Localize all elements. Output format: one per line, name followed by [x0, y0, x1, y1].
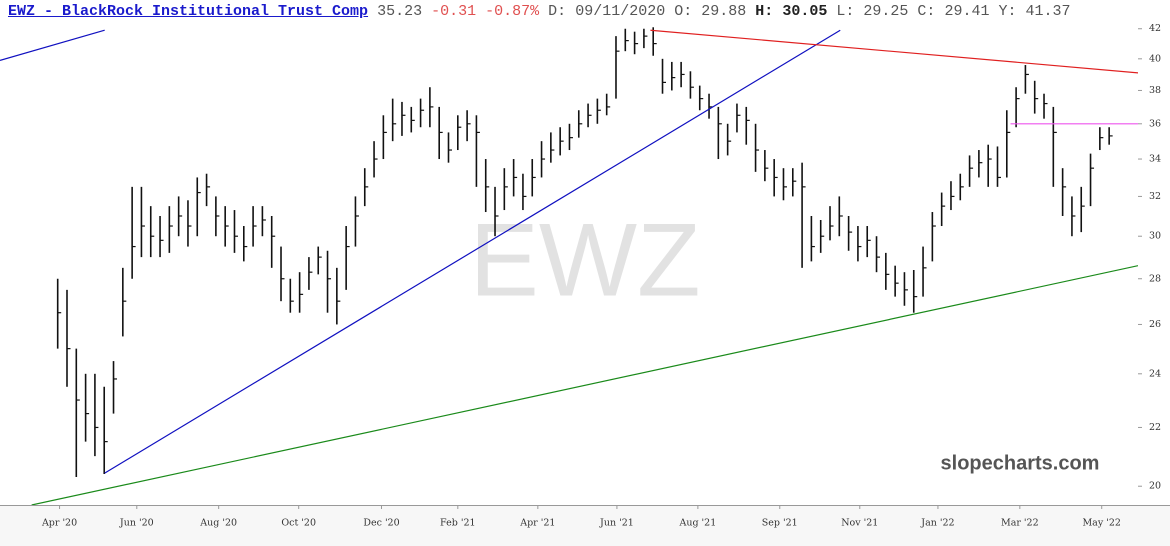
trendline: [650, 29, 1138, 74]
x-tick-label: Apr '21: [519, 518, 555, 529]
y-tick-label: 32: [1149, 191, 1161, 202]
y-tick-label: 28: [1149, 273, 1161, 284]
x-tick-label: Dec '20: [363, 518, 399, 529]
y-tick-label: 22: [1149, 422, 1161, 433]
x-tick-label: Sep '21: [762, 518, 798, 529]
x-tick-label: Jun '20: [119, 518, 154, 529]
trendline: [0, 29, 105, 61]
quote-value: 30.05: [782, 3, 828, 20]
watermark: EWZ: [469, 202, 700, 318]
x-tick-label: Apr '20: [41, 518, 77, 529]
quote-value: 29.25: [863, 3, 909, 20]
quote-label: H:: [755, 3, 774, 20]
change: -0.31: [431, 3, 477, 20]
x-tick-label: Jun '21: [599, 518, 634, 529]
quote-label: D:: [548, 3, 567, 20]
plot: [0, 27, 1138, 505]
quote-value: 29.88: [701, 3, 747, 20]
quote-value: 41.37: [1025, 3, 1071, 20]
y-tick-label: 42: [1149, 23, 1161, 34]
x-tick-label: May '22: [1082, 518, 1120, 529]
trendline: [31, 265, 1138, 505]
quote-value: 09/11/2020: [575, 3, 666, 20]
quote-items: D: 09/11/2020 O: 29.88 H: 30.05 L: 29.25…: [548, 3, 1070, 20]
x-tick-label: Aug '21: [678, 518, 716, 529]
y-tick-label: 34: [1149, 154, 1161, 165]
y-tick-label: 36: [1149, 118, 1161, 129]
quote-label: C:: [917, 3, 936, 20]
x-tick-label: Feb '21: [440, 518, 476, 529]
quote-label: Y:: [998, 3, 1017, 20]
y-tick-label: 26: [1149, 319, 1161, 330]
quote-value: 29.41: [944, 3, 990, 20]
header: EWZ - BlackRock Institutional Trust Comp…: [8, 3, 1071, 20]
x-tick-label: Aug '20: [199, 518, 237, 529]
quote-label: L:: [836, 3, 855, 20]
credit: slopecharts.com: [941, 452, 1100, 474]
y-tick-label: 24: [1149, 368, 1161, 379]
symbol-title[interactable]: EWZ - BlackRock Institutional Trust Comp: [8, 3, 369, 20]
x-tick-label: Oct '20: [281, 518, 316, 529]
y-tick-label: 40: [1149, 53, 1161, 64]
y-tick-label: 30: [1149, 231, 1161, 242]
x-tick-label: Jan '22: [920, 518, 954, 529]
x-axis-band: [0, 506, 1170, 546]
change-pct: -0.87%: [485, 3, 540, 20]
quote-label: O:: [674, 3, 693, 20]
last-price: 35.23: [377, 3, 423, 20]
y-tick-label: 20: [1149, 481, 1161, 492]
x-tick-label: Nov '21: [841, 518, 878, 529]
y-tick-label: 38: [1149, 85, 1161, 96]
trendline: [104, 29, 841, 474]
x-tick-label: Mar '22: [1001, 518, 1039, 529]
